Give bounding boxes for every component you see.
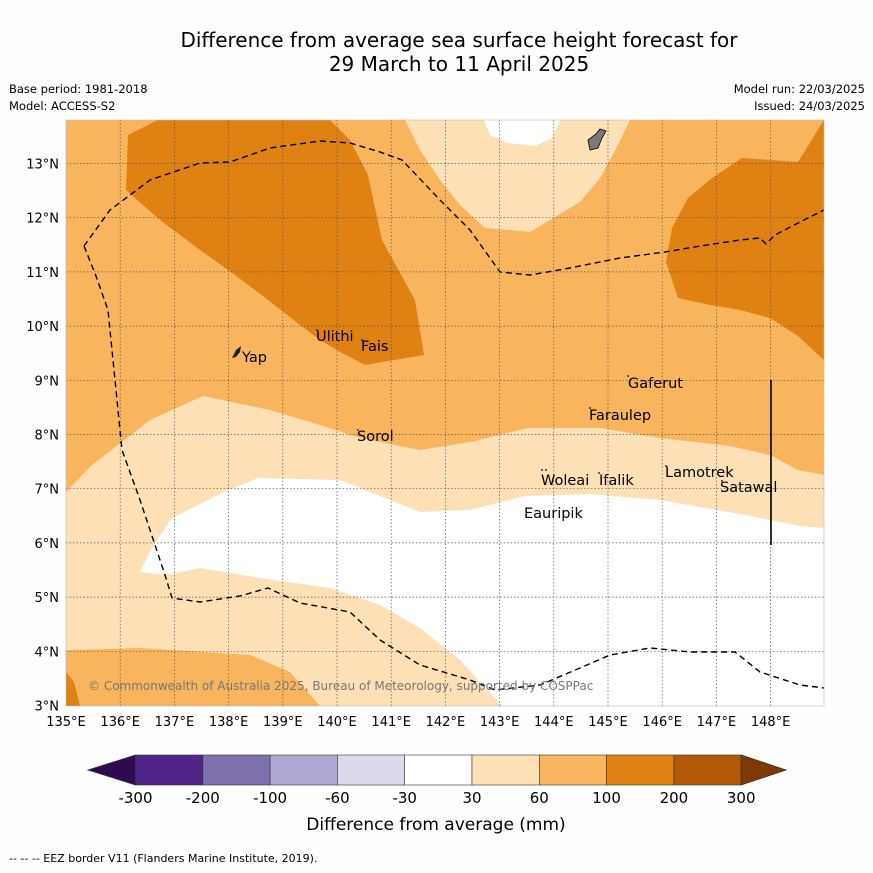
place-label-eauripik: Eauripik [524, 506, 583, 522]
colorbar [86, 754, 788, 786]
colorbar-tick-label: -100 [253, 789, 287, 807]
lon-tick-label: 147°E [697, 715, 737, 730]
field-100-200-northwest [126, 120, 424, 365]
colorbar-arrow-high [740, 754, 788, 786]
colorbar-segment [404, 754, 473, 786]
island-yap [232, 346, 241, 358]
lat-tick-label: 11°N [26, 266, 59, 281]
lat-tick-label: 7°N [35, 483, 60, 498]
map-frame [65, 119, 825, 707]
place-label-satawal: Satawal [720, 480, 777, 496]
place-label-gaferut: Gaferut [628, 376, 683, 392]
eez-border-south [83, 245, 824, 691]
colorbar-tick-label: 30 [462, 789, 481, 807]
model-name: Model: ACCESS-S2 [9, 99, 116, 113]
lon-tick-label: 143°E [480, 715, 520, 730]
meta-left: Base period: 1981-2018 Model: ACCESS-S2 [9, 81, 148, 115]
place-label-faraulep: Faraulep [589, 408, 651, 424]
colorbar-tick-label: -300 [118, 789, 152, 807]
field-60-100-southwest [66, 648, 320, 706]
lon-tick-label: 136°E [100, 715, 140, 730]
graticule [66, 120, 824, 706]
lon-tick-label: 148°E [751, 715, 791, 730]
lat-tick-label: 3°N [35, 700, 60, 715]
place-label-sorol: Sorol [357, 429, 394, 445]
place-label-woleai: Woleai [541, 473, 589, 489]
title-line-2: 29 March to 11 April 2025 [328, 52, 590, 76]
colorbar-tick-label: 60 [530, 789, 549, 807]
copyright-watermark: © Commonwealth of Australia 2025, Bureau… [88, 679, 593, 693]
lat-tick-label: 12°N [26, 212, 59, 227]
lon-tick-label: 137°E [155, 715, 195, 730]
lat-tick-label: 10°N [26, 320, 59, 335]
lon-tick-label: 139°E [263, 715, 303, 730]
issued-date: Issued: 24/03/2025 [754, 99, 865, 113]
colorbar-tick-label: 200 [660, 789, 689, 807]
colorbar-segment [269, 754, 338, 786]
model-run: Model run: 22/03/2025 [733, 82, 865, 96]
colorbar-segment [673, 754, 742, 786]
colorbar-tick-label: -200 [186, 789, 220, 807]
colorbar-segment [471, 754, 540, 786]
lon-tick-label: 138°E [209, 715, 249, 730]
island-guam [587, 128, 607, 151]
latitude-tick-labels: 3°N 4°N 5°N 6°N 7°N 8°N 9°N 10°N 11°N 12°N 13°N [26, 158, 59, 715]
field-30-60-north [405, 120, 630, 232]
colorbar-segment [606, 754, 675, 786]
eez-border-north [83, 140, 824, 276]
colorbar-tick-label: -60 [325, 789, 350, 807]
colorbar-title: Difference from average (mm) [306, 815, 565, 835]
map-title: Difference from average sea surface heig… [0, 28, 873, 76]
lat-tick-label: 13°N [26, 158, 59, 173]
colorbar-tick-labels: -300 -200 -100 -60 -30 30 60 100 200 300 [118, 789, 755, 807]
place-label-yap: Yap [241, 350, 267, 366]
colorbar-segment [337, 754, 405, 786]
lat-tick-label: 8°N [35, 429, 60, 444]
base-period: Base period: 1981-2018 [9, 82, 148, 96]
meta-right: Model run: 22/03/2025 Issued: 24/03/2025 [734, 81, 865, 115]
title-line-1: Difference from average sea surface heig… [180, 28, 738, 52]
colorbar-tick-label: 100 [592, 789, 621, 807]
place-label-ulithi: Ulithi [316, 329, 354, 345]
lon-tick-label: 140°E [317, 715, 357, 730]
lon-tick-label: 142°E [426, 715, 466, 730]
lat-tick-label: 6°N [35, 537, 60, 552]
lon-tick-label: 141°E [371, 715, 411, 730]
colorbar-segment [538, 754, 607, 786]
longitude-tick-labels: 135°E 136°E 137°E 138°E 139°E 140°E 141°E 142°E… [46, 715, 790, 730]
lon-tick-label: 146°E [642, 715, 682, 730]
lat-tick-label: 5°N [35, 591, 60, 606]
lon-tick-label: 144°E [534, 715, 574, 730]
colorbar-tick-label: -30 [392, 789, 417, 807]
eez-footnote: -- -- -- EEZ border V11 (Flanders Marine… [9, 852, 318, 865]
field-100-200-southwest [66, 672, 80, 706]
place-label-fais: Fais [361, 339, 388, 355]
place-label-lamotrek: Lamotrek [665, 465, 734, 481]
lon-tick-label: 135°E [46, 715, 86, 730]
lon-tick-label: 145°E [588, 715, 628, 730]
lat-tick-label: 9°N [35, 374, 60, 389]
field-neutral-north [484, 120, 560, 146]
colorbar-segment [135, 754, 204, 786]
place-labels: Yap Ulithi Fais Gaferut Faraulep Sorol W… [241, 329, 777, 522]
place-label-ifalik: Ifalik [599, 473, 634, 489]
atoll-dots [316, 329, 723, 482]
colorbar-arrow-low [86, 754, 136, 786]
colorbar-tick-label: 300 [727, 789, 756, 807]
lat-tick-label: 4°N [35, 645, 60, 660]
sea-level-fields: Yap Ulithi Fais Gaferut Faraulep Sorol W… [66, 120, 824, 706]
colorbar-segment [202, 754, 271, 786]
